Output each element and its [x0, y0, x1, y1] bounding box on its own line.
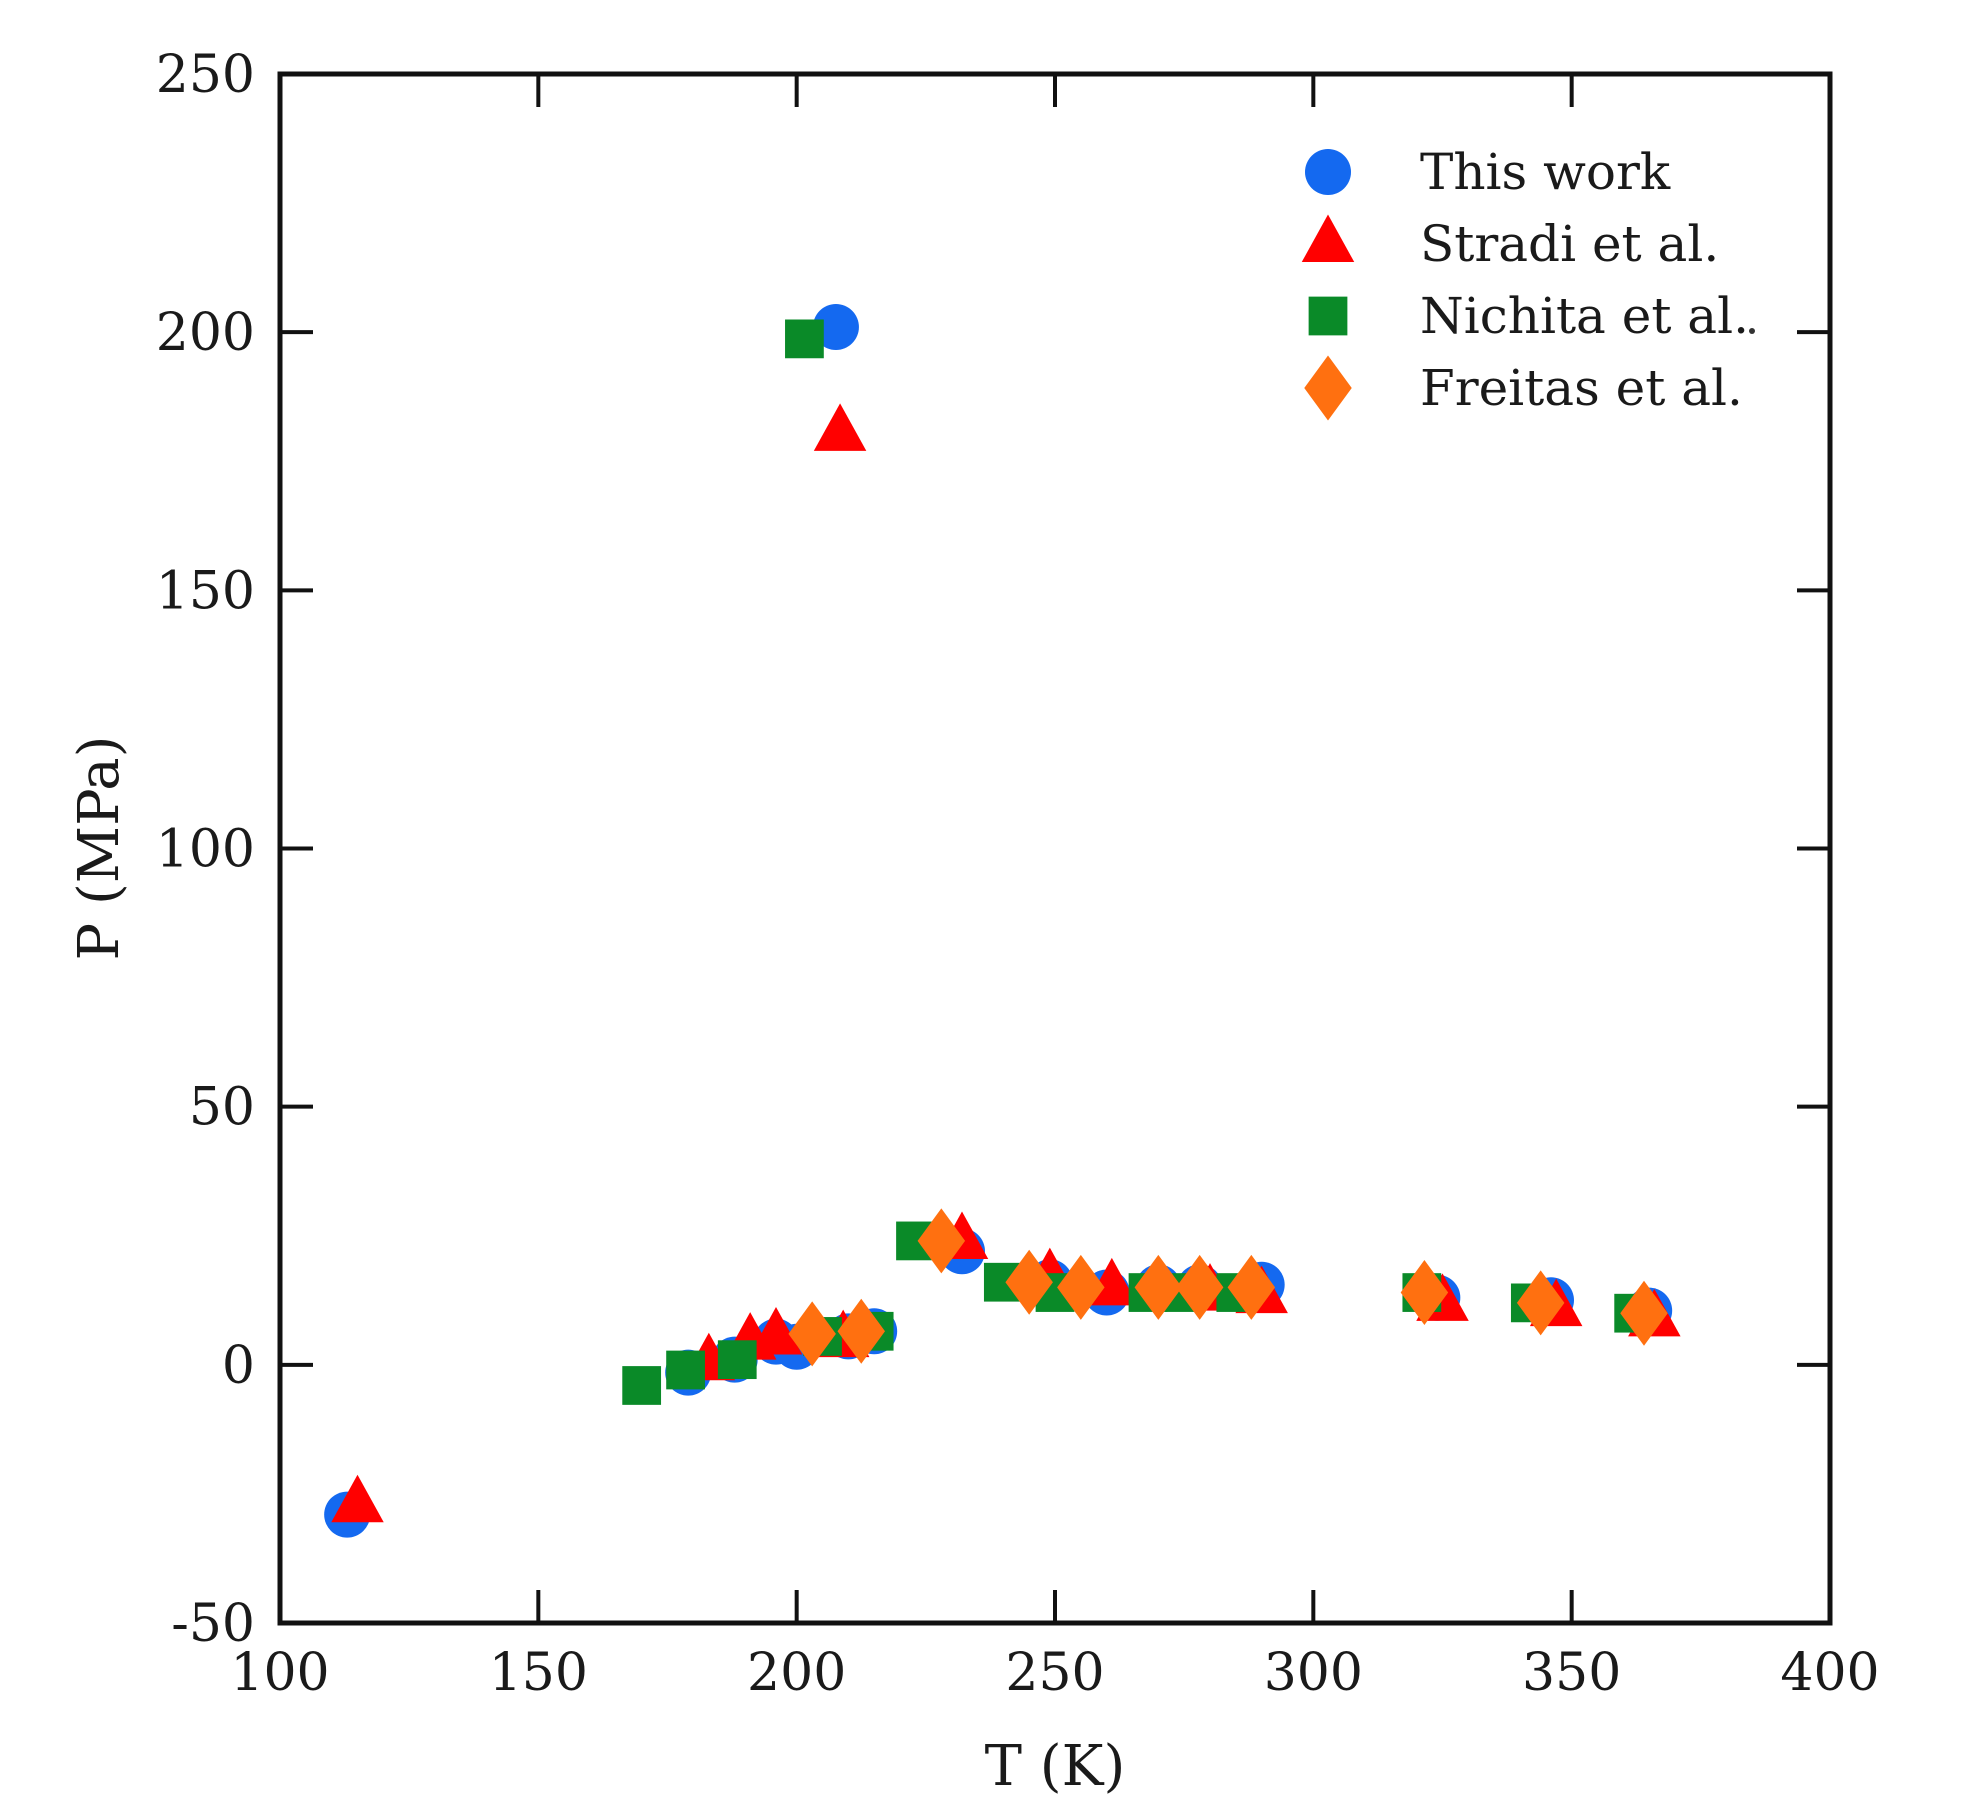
data-point-diamond-8: [1400, 1260, 1449, 1326]
data-layer: [324, 304, 1681, 1538]
x-tick-label: 150: [489, 1643, 588, 1703]
y-tick-label: -50: [171, 1594, 255, 1654]
data-point-triangle-3: [749, 1306, 803, 1355]
x-tick-label: 300: [1264, 1643, 1363, 1703]
legend: This work Stradi et al. Nichita et al. Frei…: [1301, 143, 1749, 421]
legend-marker-triangle: [1301, 214, 1355, 263]
y-tick-label: 150: [156, 561, 255, 621]
y-tick-label: 250: [156, 45, 255, 105]
legend-label: Stradi et al.: [1420, 215, 1719, 273]
legend-label: Nichita et al.: [1420, 287, 1749, 345]
y-tick-label: 0: [222, 1336, 255, 1396]
data-point-triangle-4: [813, 403, 867, 451]
series-stradi-et-al: [331, 403, 1681, 1523]
legend-marker-diamond: [1304, 355, 1352, 421]
data-point-diamond-6: [1175, 1254, 1224, 1320]
y-tick-label: 100: [156, 820, 255, 880]
data-point-diamond-1: [837, 1298, 885, 1364]
x-tick-label: 100: [230, 1643, 329, 1703]
series-nichita-et-al: [622, 319, 1654, 1405]
stray-dot: [1749, 328, 1755, 334]
y-axis-label: P (MPa): [67, 735, 132, 960]
tick-labels: 100 150 200 250 300 350 400 -50 0 50 100 150 200 250: [156, 45, 1880, 1703]
x-tick-label: 350: [1522, 1643, 1621, 1703]
data-point-square-3: [785, 319, 824, 359]
data-point-diamond-0: [788, 1301, 836, 1367]
legend-item: Stradi et al.: [1301, 214, 1719, 273]
y-tick-label: 50: [189, 1078, 255, 1138]
data-point-square-0: [622, 1366, 662, 1405]
legend-item: This work: [1305, 143, 1671, 201]
y-tick-label: 200: [156, 303, 255, 363]
data-point-triangle-0: [331, 1474, 384, 1523]
data-point-square-1: [666, 1350, 705, 1390]
legend-item: Freitas et al.: [1304, 355, 1743, 421]
data-point-square-2: [717, 1340, 757, 1380]
x-tick-label: 250: [1005, 1643, 1104, 1703]
ticks-layer: [280, 74, 1830, 1623]
x-axis-label: T (K): [985, 1734, 1126, 1799]
series-this-work: [324, 304, 1673, 1538]
data-point-circle-5: [812, 304, 859, 351]
x-tick-label: 200: [747, 1643, 846, 1703]
data-point-diamond-10: [1620, 1280, 1668, 1346]
legend-label: This work: [1420, 143, 1671, 201]
data-point-diamond-2: [917, 1208, 966, 1274]
x-tick-label: 400: [1780, 1643, 1879, 1703]
legend-marker-square: [1308, 296, 1348, 336]
series-freitas-et-al: [788, 1208, 1668, 1367]
data-point-diamond-4: [1057, 1254, 1105, 1320]
data-point-diamond-7: [1227, 1254, 1276, 1320]
data-point-diamond-9: [1516, 1270, 1565, 1336]
data-point-diamond-3: [1005, 1249, 1053, 1315]
data-point-diamond-5: [1134, 1254, 1183, 1320]
legend-marker-circle: [1305, 149, 1351, 195]
legend-label: Freitas et al.: [1420, 359, 1743, 417]
legend-item: Nichita et al.: [1308, 287, 1749, 345]
